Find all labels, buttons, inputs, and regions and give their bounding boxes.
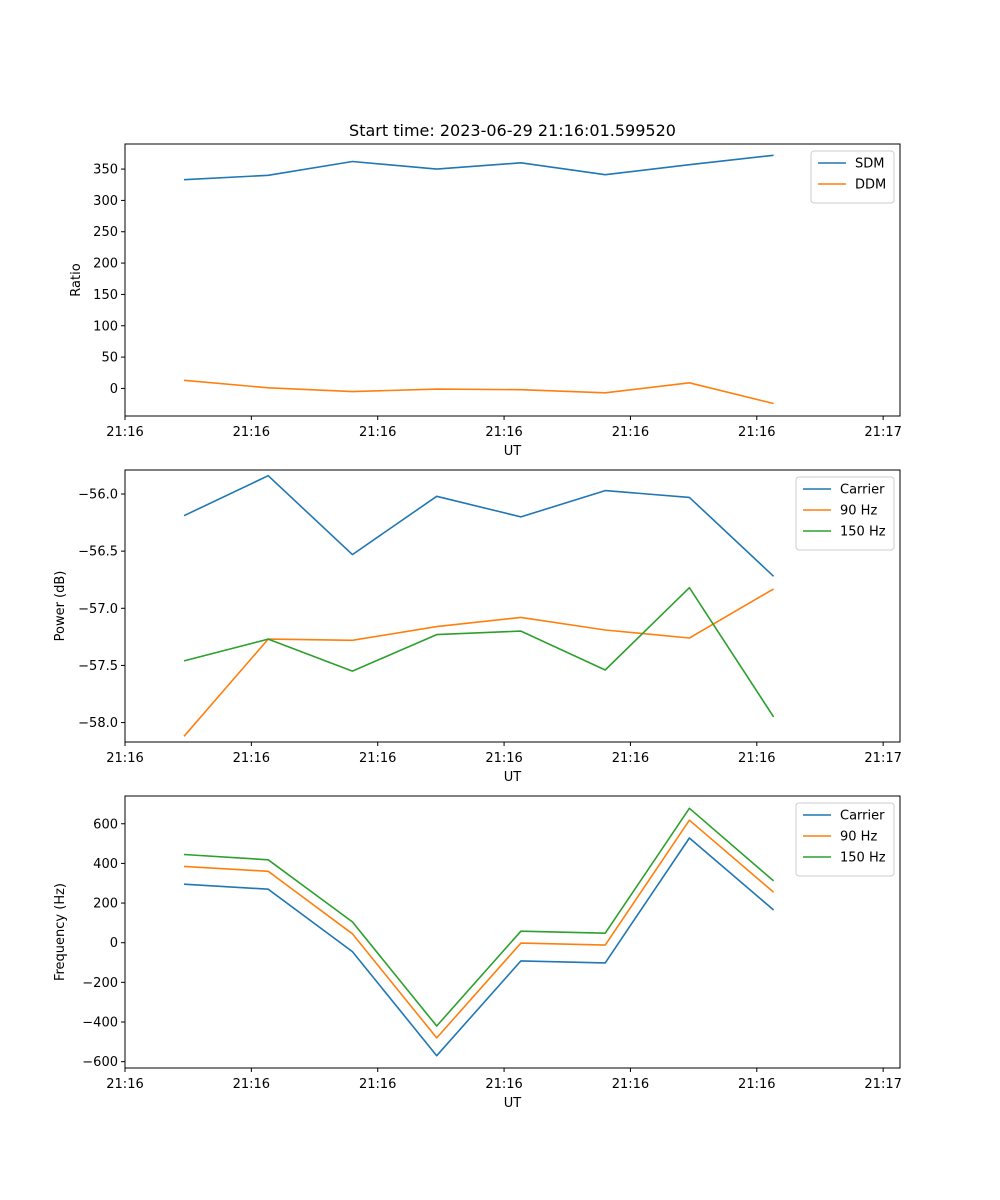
- x-tick-label: 21:17: [864, 751, 901, 766]
- x-tick-label: 21:16: [233, 1077, 270, 1092]
- series-line-150-hz: [183, 586, 775, 718]
- x-axis-label: UT: [504, 770, 522, 785]
- x-tick-label: 21:16: [359, 751, 396, 766]
- plot-frame: [124, 795, 901, 1069]
- series-line-90-hz: [183, 588, 775, 737]
- y-tick-label: 150: [93, 288, 118, 303]
- x-tick-label: 21:16: [106, 425, 143, 440]
- x-tick-label: 21:16: [612, 751, 649, 766]
- y-axis-label: Frequency (Hz): [53, 883, 68, 981]
- y-tick-label: −600: [82, 1055, 118, 1070]
- x-tick-label: 21:16: [485, 425, 522, 440]
- y-tick-label: −200: [82, 976, 118, 991]
- series-line-90-hz: [183, 819, 775, 1039]
- y-tick-label: 350: [93, 163, 118, 178]
- legend-label: 90 Hz: [840, 830, 877, 845]
- series-line-150-hz: [183, 807, 775, 1027]
- plot-frame: [124, 469, 901, 743]
- y-tick-label: −56.5: [78, 545, 118, 560]
- y-tick-label: −57.0: [78, 602, 118, 617]
- x-tick-label: 21:16: [485, 1077, 522, 1092]
- y-tick-label: −57.5: [78, 659, 118, 674]
- x-tick-label: 21:16: [359, 425, 396, 440]
- legend: Carrier 90 Hz 150 Hz: [795, 802, 895, 877]
- legend-label: Carrier: [840, 809, 885, 824]
- x-tick-label: 21:16: [106, 751, 143, 766]
- legend: SDM DDM: [810, 150, 895, 204]
- panels: 21:16 21:16 21:16 21:16 21:16 21:16 21:17 0 50 10…: [53, 143, 902, 1111]
- legend-label: Carrier: [840, 483, 885, 498]
- x-tick-label: 21:16: [612, 1077, 649, 1092]
- legend-label: DDM: [855, 178, 886, 193]
- y-tick-label: 0: [110, 936, 118, 951]
- x-axis-label: UT: [504, 444, 522, 459]
- x-tick-label: 21:16: [359, 1077, 396, 1092]
- plot-frame: [124, 143, 901, 417]
- y-tick-label: 200: [93, 897, 118, 912]
- chart-panel-2: 21:16 21:16 21:16 21:16 21:16 21:16 21:17 −58.0…: [53, 469, 902, 785]
- legend-label: 90 Hz: [840, 504, 877, 519]
- x-axis-label: UT: [504, 1096, 522, 1111]
- y-tick-label: 100: [93, 319, 118, 334]
- x-tick-label: 21:16: [233, 751, 270, 766]
- y-tick-label: 0: [110, 382, 118, 397]
- chart-panel-1: 21:16 21:16 21:16 21:16 21:16 21:16 21:17 0 50 10…: [69, 143, 902, 459]
- legend-label: 150 Hz: [840, 851, 886, 866]
- series-line-sdm: [183, 154, 774, 181]
- y-tick-label: 200: [93, 257, 118, 272]
- y-tick-label: 600: [93, 817, 118, 832]
- legend-label: 150 Hz: [840, 525, 886, 540]
- legend-label: SDM: [855, 157, 884, 172]
- legend: Carrier 90 Hz 150 Hz: [795, 476, 895, 551]
- x-tick-label: 21:16: [485, 751, 522, 766]
- series-line-ddm: [183, 379, 774, 405]
- figure-title: Start time: 2023-06-29 21:16:01.599520: [349, 121, 676, 140]
- y-tick-label: 300: [93, 194, 118, 209]
- x-tick-label: 21:16: [612, 425, 649, 440]
- x-tick-label: 21:16: [738, 425, 775, 440]
- y-tick-label: −58.0: [78, 716, 118, 731]
- y-axis-label: Ratio: [69, 263, 84, 296]
- chart-panel-3: 21:16 21:16 21:16 21:16 21:16 21:16 21:17 −600 −…: [53, 795, 902, 1111]
- x-tick-label: 21:16: [738, 751, 775, 766]
- y-tick-label: −56.0: [78, 488, 118, 503]
- y-tick-label: 250: [93, 225, 118, 240]
- x-tick-label: 21:17: [864, 425, 901, 440]
- y-tick-label: 50: [101, 351, 118, 366]
- x-tick-label: 21:17: [864, 1077, 901, 1092]
- y-axis-label: Power (dB): [53, 571, 68, 642]
- y-tick-label: 400: [93, 857, 118, 872]
- legend-box: [810, 150, 895, 204]
- x-tick-label: 21:16: [106, 1077, 143, 1092]
- x-tick-label: 21:16: [738, 1077, 775, 1092]
- y-tick-label: −400: [82, 1016, 118, 1031]
- series-line-carrier: [183, 474, 775, 577]
- x-tick-label: 21:16: [233, 425, 270, 440]
- series-line-carrier: [183, 837, 775, 1057]
